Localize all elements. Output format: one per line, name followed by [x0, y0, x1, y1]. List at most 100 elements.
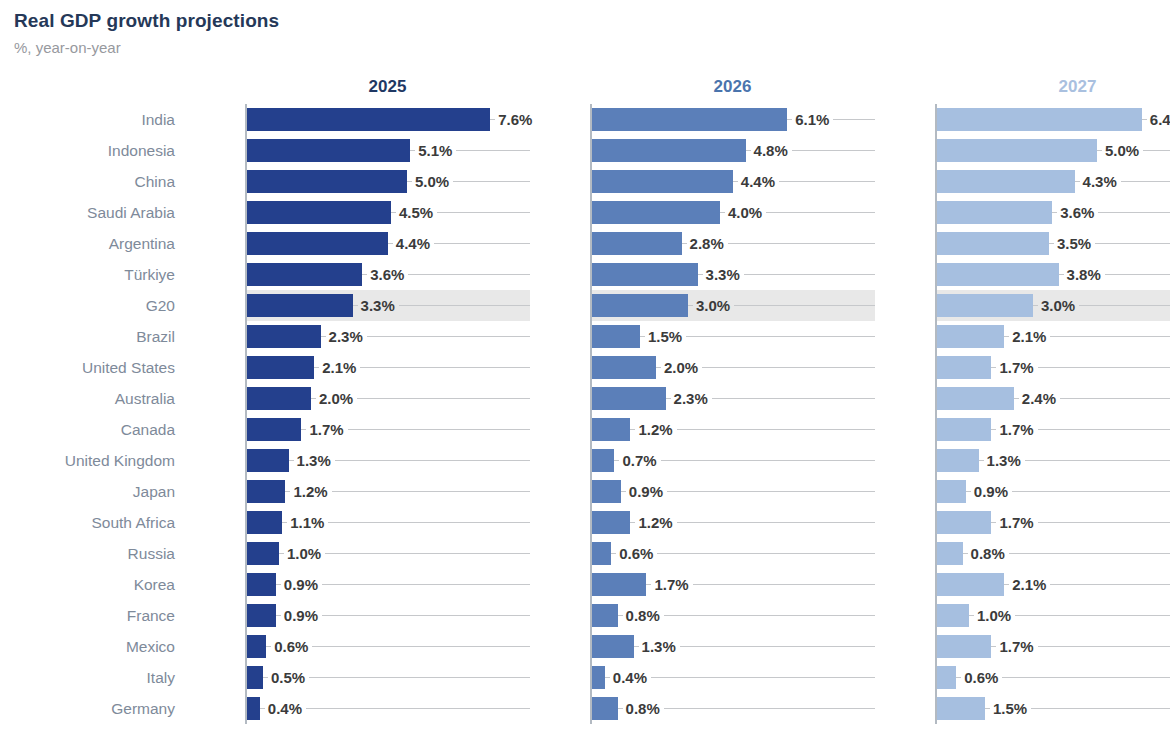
value-label: 2.1%: [319, 360, 360, 375]
value-label: 1.5%: [645, 329, 686, 344]
bar-cell-2027: 3.5%: [935, 228, 1170, 259]
bar: [247, 232, 388, 255]
bar-cell-2026: 0.6%: [590, 538, 875, 569]
bar-cell-2025: 2.1%: [245, 352, 530, 383]
value-label: 1.7%: [996, 515, 1037, 530]
gridline: [332, 491, 530, 493]
country-label: G20: [0, 297, 185, 315]
bar-cell-2025: 0.9%: [245, 600, 530, 631]
bar: [247, 263, 362, 286]
bar-cell-2025: 1.1%: [245, 507, 530, 538]
bar: [937, 325, 1004, 348]
value-label: 2.1%: [1009, 577, 1050, 592]
bar: [937, 635, 991, 658]
bar: [592, 418, 630, 441]
bar: [592, 666, 605, 689]
value-label: 0.9%: [281, 577, 322, 592]
bar: [937, 139, 1097, 162]
gridline: [357, 398, 530, 400]
gridline: [1105, 274, 1170, 276]
bar: [247, 294, 353, 317]
chart-row-australia: Australia2.0%2.3%2.4%: [0, 383, 1170, 414]
bar-cell-2025: 4.4%: [245, 228, 530, 259]
bar: [937, 418, 991, 441]
year-header-2027: 2027: [935, 77, 1170, 97]
value-label: 1.3%: [639, 639, 680, 654]
bar-cell-2026: 1.2%: [590, 507, 875, 538]
value-label: 0.9%: [971, 484, 1012, 499]
bar: [592, 449, 614, 472]
bar-cell-2026: 3.0%: [590, 290, 875, 321]
gridline: [434, 243, 530, 245]
value-label: 4.3%: [1080, 174, 1121, 189]
bar: [937, 573, 1004, 596]
bar-cell-2027: 1.0%: [935, 600, 1170, 631]
value-label: 1.2%: [290, 484, 331, 499]
chart-row-india: India7.6%6.1%6.4%: [0, 104, 1170, 135]
bar: [937, 542, 963, 565]
bar-cell-2026: 4.8%: [590, 135, 875, 166]
gridline: [1031, 708, 1170, 710]
gridline: [651, 677, 875, 679]
value-label: 5.0%: [1102, 143, 1143, 158]
value-label: 4.4%: [393, 236, 434, 251]
value-label: 1.2%: [635, 422, 676, 437]
value-label: 1.7%: [996, 639, 1037, 654]
value-label: 6.1%: [792, 112, 833, 127]
value-label: 0.4%: [265, 701, 306, 716]
bar-cell-2026: 1.3%: [590, 631, 875, 662]
value-label: 3.3%: [358, 298, 399, 313]
bar: [247, 604, 276, 627]
value-label: 2.3%: [326, 329, 367, 344]
value-label: 0.6%: [271, 639, 312, 654]
gridline: [1025, 460, 1170, 462]
bar: [592, 170, 733, 193]
country-label: France: [0, 607, 185, 625]
bar: [592, 356, 656, 379]
bar: [592, 325, 640, 348]
bar: [592, 294, 688, 317]
bar-cell-2026: 1.5%: [590, 321, 875, 352]
value-label: 2.4%: [1019, 391, 1060, 406]
bar-cell-2027: 5.0%: [935, 135, 1170, 166]
bar: [937, 294, 1033, 317]
bar-cell-2025: 4.5%: [245, 197, 530, 228]
bar: [592, 697, 618, 720]
bar-cell-2027: 0.6%: [935, 662, 1170, 693]
bar: [247, 542, 279, 565]
bar: [592, 511, 630, 534]
bar-cell-2027: 0.9%: [935, 476, 1170, 507]
bar: [937, 232, 1049, 255]
gridline: [657, 553, 875, 555]
gridline: [408, 274, 530, 276]
bar-cell-2025: 2.0%: [245, 383, 530, 414]
bar: [937, 263, 1059, 286]
chart-row-indonesia: Indonesia5.1%4.8%5.0%: [0, 135, 1170, 166]
country-label: China: [0, 173, 185, 191]
bar: [592, 635, 634, 658]
chart-row-italy: Italy0.5%0.4%0.6%: [0, 662, 1170, 693]
chart-row-saudi-arabia: Saudi Arabia4.5%4.0%3.6%: [0, 197, 1170, 228]
gridline: [453, 181, 530, 183]
value-label: 4.0%: [725, 205, 766, 220]
bar: [937, 449, 979, 472]
value-label: 3.0%: [1038, 298, 1079, 313]
chart-row-germany: Germany0.4%0.8%1.5%: [0, 693, 1170, 724]
bar: [247, 635, 266, 658]
gridline: [1060, 398, 1170, 400]
value-label: 1.0%: [974, 608, 1015, 623]
gridline: [1012, 491, 1170, 493]
value-label: 4.8%: [751, 143, 792, 158]
bar-cell-2026: 2.3%: [590, 383, 875, 414]
chart-row-france: France0.9%0.8%1.0%: [0, 600, 1170, 631]
bar-cell-2025: 1.7%: [245, 414, 530, 445]
gridline: [1143, 150, 1170, 152]
bar-cell-2027: 3.0%: [935, 290, 1170, 321]
bar: [592, 232, 682, 255]
gridline: [1095, 243, 1170, 245]
chart-row-canada: Canada1.7%1.2%1.7%: [0, 414, 1170, 445]
chart-row-argentina: Argentina4.4%2.8%3.5%: [0, 228, 1170, 259]
gridline: [1098, 212, 1170, 214]
value-label: 0.9%: [281, 608, 322, 623]
value-label: 2.8%: [687, 236, 728, 251]
